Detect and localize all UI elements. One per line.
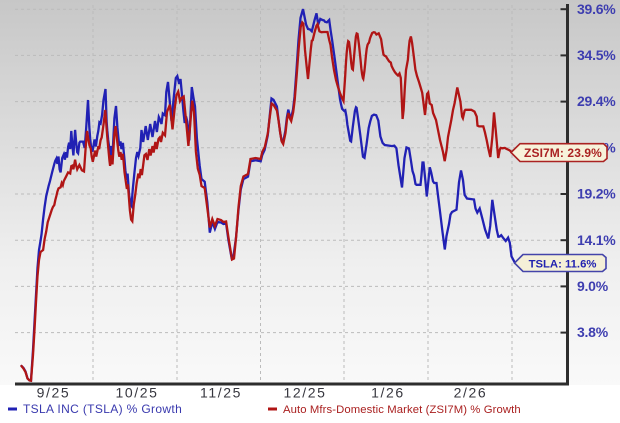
svg-text:Auto Mfrs-Domestic Market (ZSI: Auto Mfrs-Domestic Market (ZSI7M) % Grow… (283, 404, 521, 416)
svg-text:34.5%: 34.5% (577, 47, 616, 63)
svg-text:14.1%: 14.1% (577, 232, 616, 248)
svg-text:2/26: 2/26 (454, 385, 488, 401)
svg-text:9.0%: 9.0% (577, 278, 609, 294)
svg-text:11/25: 11/25 (200, 385, 242, 401)
svg-text:ZSI7M: 23.9%: ZSI7M: 23.9% (524, 146, 602, 160)
svg-text:29.4%: 29.4% (577, 93, 616, 109)
svg-text:9/25: 9/25 (37, 385, 71, 401)
svg-text:TSLA: 11.6%: TSLA: 11.6% (529, 259, 597, 271)
svg-text:12/25: 12/25 (283, 385, 326, 401)
svg-text:1/26: 1/26 (371, 385, 405, 401)
svg-text:19.2%: 19.2% (577, 186, 616, 202)
svg-text:TSLA INC (TSLA) % Growth: TSLA INC (TSLA) % Growth (23, 402, 182, 416)
svg-text:10/25: 10/25 (115, 385, 158, 401)
svg-text:3.8%: 3.8% (577, 324, 609, 340)
svg-text:39.6%: 39.6% (577, 1, 616, 17)
